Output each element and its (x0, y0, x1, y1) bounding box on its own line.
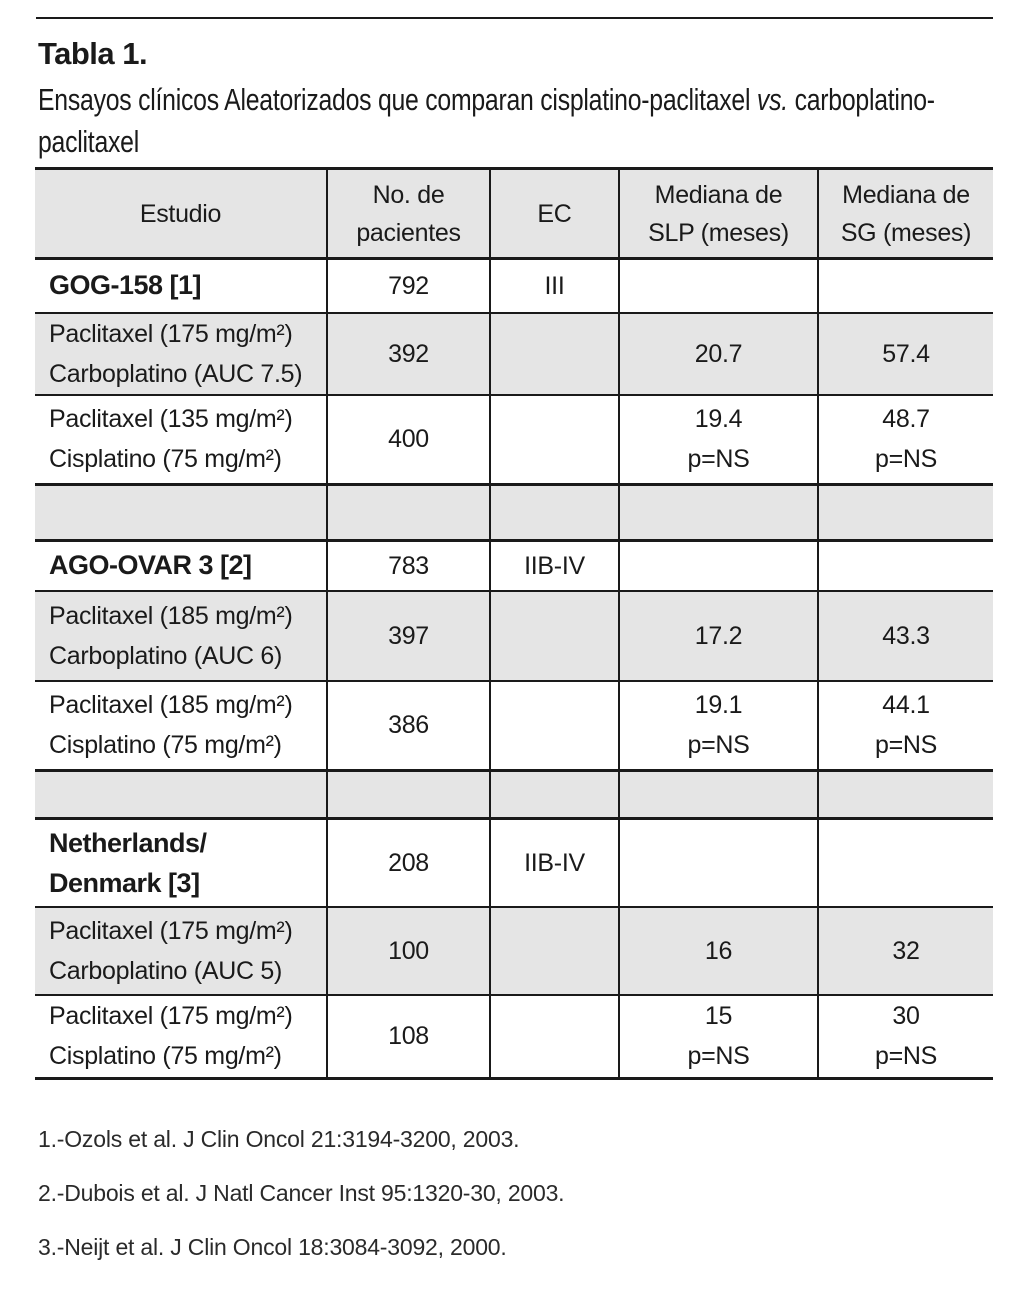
cell-ec: IIB-IV (489, 818, 619, 907)
cell-ec (489, 680, 619, 771)
cell-sg: 44.1 p=NS (817, 680, 993, 771)
header-ec: EC (489, 168, 619, 259)
cell-pacientes: 208 (326, 818, 490, 907)
cell-ec (489, 994, 619, 1079)
cell-ec (489, 394, 619, 485)
cell-slp: 20.7 (618, 312, 818, 395)
subtitle-text-after-vs: carboplatino- (794, 82, 936, 117)
reference-3: 3.-Neijt et al. J Clin Oncol 18:3084-309… (38, 1234, 507, 1260)
reference-2: 2.-Dubois et al. J Natl Cancer Inst 95:1… (38, 1180, 565, 1206)
cell-slp (618, 818, 818, 907)
subtitle-line-1: Ensayos clínicos Aleatorizados que compa… (38, 79, 935, 121)
header-estudio: Estudio (139, 199, 222, 228)
cell-slp: 15 p=NS (618, 994, 818, 1079)
top-rule-divider (36, 17, 993, 19)
cell-sg: 30 p=NS (817, 994, 993, 1079)
cell-pacientes: 783 (326, 540, 490, 591)
cell-ec (489, 906, 619, 995)
cell-ec: IIB-IV (489, 540, 619, 591)
cell-pacientes: 400 (326, 394, 490, 485)
cell-pacientes: 108 (326, 994, 490, 1079)
cell-estudio: GOG-158 [1] (49, 270, 202, 301)
references-section: 1.-Ozols et al. J Clin Oncol 21:3194-320… (38, 1126, 1029, 1260)
cell-slp: 16 (618, 906, 818, 995)
subtitle-text-before-vs: Ensayos clínicos Aleatorizados que compa… (38, 82, 751, 117)
cell-slp: 19.4 p=NS (618, 394, 818, 485)
cell-estudio: Paclitaxel (175 mg/m²) Carboplatino (AUC … (49, 916, 293, 985)
cell-sg (817, 540, 993, 591)
cell-estudio: Netherlands/Denmark [3] (49, 827, 207, 898)
table-subtitle: Ensayos clínicos Aleatorizados que compa… (38, 79, 1029, 163)
cell-pacientes: 792 (326, 258, 490, 313)
cell-pacientes: 397 (326, 590, 490, 681)
cell-sg (817, 258, 993, 313)
cell-estudio: Paclitaxel (185 mg/m²) Carboplatino (AUC … (49, 601, 293, 670)
cell-ec (489, 312, 619, 395)
cell-estudio: Paclitaxel (175 mg/m²) Cisplatino (75 mg/… (49, 1002, 293, 1071)
cell-ec (489, 590, 619, 681)
table-title: Tabla 1. (38, 36, 148, 71)
cell-ec: III (489, 258, 619, 313)
cell-estudio: Paclitaxel (185 mg/m²) Cisplatino (75 mg/… (49, 691, 293, 760)
subtitle-line-2: paclitaxel (38, 124, 139, 159)
cell-slp: 17.2 (618, 590, 818, 681)
cell-slp: 19.1 p=NS (618, 680, 818, 771)
cell-pacientes: 392 (326, 312, 490, 395)
header-mediana-slp: Mediana de SLP (meses) (618, 168, 818, 259)
table-row-study-netherlands-denmark: Netherlands/Denmark [3] 208 IIB-IV (35, 818, 993, 907)
table-row-treatment: Paclitaxel (185 mg/m²) Cisplatino (75 mg/… (35, 680, 993, 771)
cell-sg: 48.7 p=NS (817, 394, 993, 485)
cell-pacientes: 100 (326, 906, 490, 995)
cell-estudio: AGO-OVAR 3 [2] (49, 550, 252, 581)
table-row-spacer (35, 770, 993, 819)
cell-sg: 32 (817, 906, 993, 995)
header-mediana-sg: Mediana de SG (meses) (817, 168, 993, 259)
table-row-spacer (35, 484, 993, 541)
header-pacientes: No. de pacientes (326, 168, 490, 259)
cell-pacientes: 386 (326, 680, 490, 771)
subtitle-vs-abbrev: vs. (756, 82, 788, 117)
cell-estudio: Paclitaxel (135 mg/m²) Cisplatino (75 mg/… (49, 405, 293, 474)
table-header-row: Estudio No. de pacientes EC Mediana de SLP… (35, 168, 993, 259)
table-row-study-ago-ovar3: AGO-OVAR 3 [2] 783 IIB-IV (35, 540, 993, 591)
table-row-treatment: Paclitaxel (175 mg/m²) Carboplatino (AUC … (35, 906, 993, 995)
reference-1: 1.-Ozols et al. J Clin Oncol 21:3194-320… (38, 1126, 520, 1152)
cell-sg: 43.3 (817, 590, 993, 681)
clinical-trials-table: Estudio No. de pacientes EC Mediana de SLP… (35, 167, 993, 1080)
table-row-treatment: Paclitaxel (185 mg/m²) Carboplatino (AUC … (35, 590, 993, 681)
table-row-treatment: Paclitaxel (135 mg/m²) Cisplatino (75 mg/… (35, 394, 993, 485)
cell-sg: 57.4 (817, 312, 993, 395)
cell-slp (618, 540, 818, 591)
table-row-study-gog158: GOG-158 [1] 792 III (35, 258, 993, 313)
cell-estudio: Paclitaxel (175 mg/m²) Carboplatino (AUC … (49, 319, 303, 388)
cell-sg (817, 818, 993, 907)
cell-slp (618, 258, 818, 313)
table-row-treatment: Paclitaxel (175 mg/m²) Carboplatino (AUC … (35, 312, 993, 395)
table-row-treatment: Paclitaxel (175 mg/m²) Cisplatino (75 mg/… (35, 994, 993, 1079)
